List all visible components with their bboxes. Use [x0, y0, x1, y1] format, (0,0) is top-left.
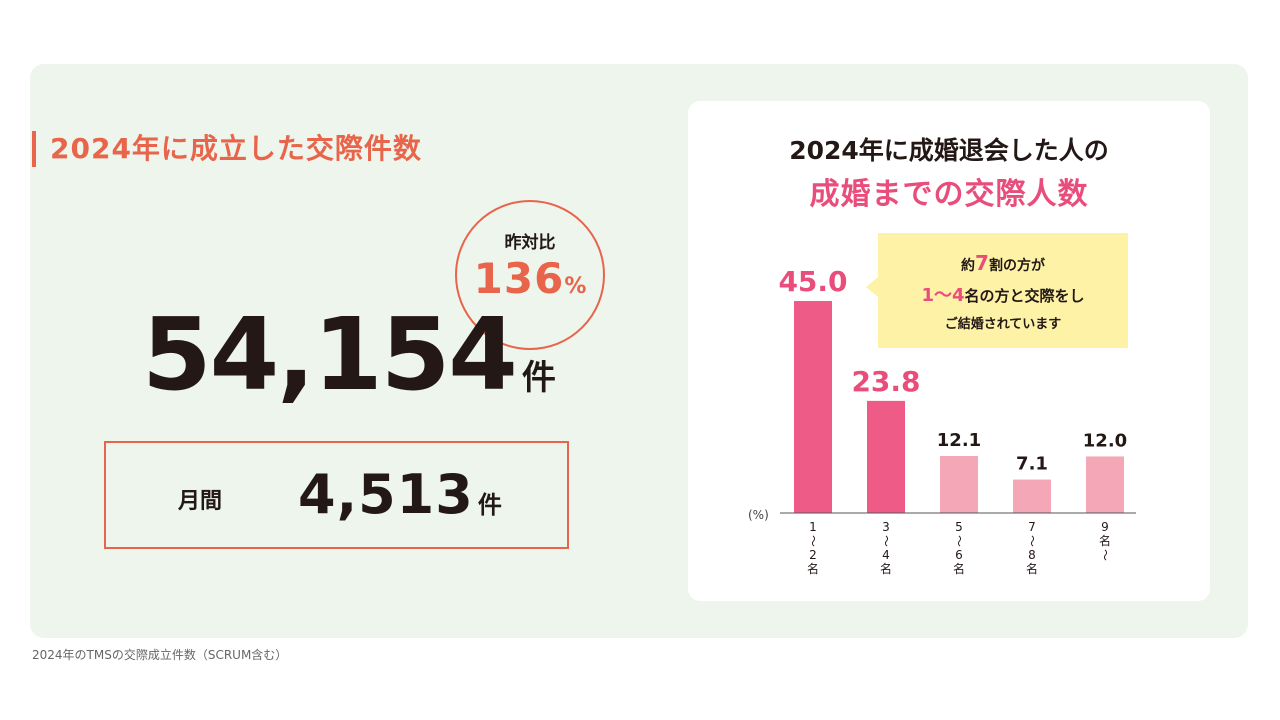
category-label-5-char-1: 9 — [1101, 520, 1109, 534]
yoy-ratio-unit: % — [564, 274, 587, 299]
chart-card: 2024年に成婚退会した人の 成婚までの交際人数 45.0 1 〜 2 名 23.8 3 〜 4… — [688, 101, 1210, 601]
category-label-4-char-2: 〜 — [1025, 535, 1039, 547]
callout-line1-post: 割の方が — [988, 258, 1045, 274]
category-label-2-char-2: 〜 — [879, 535, 893, 547]
bar-4 — [1013, 479, 1051, 513]
callout-line1-pre: 約 — [961, 258, 976, 274]
category-label-2-char-1: 3 — [882, 520, 890, 534]
category-label-4-char-4: 名 — [1026, 561, 1038, 576]
yoy-ratio-number: 136 — [473, 254, 565, 303]
monthly-unit: 件 — [477, 491, 502, 519]
total-count: 54,154 件 — [142, 300, 556, 410]
callout-line1-highlight: 7 — [975, 251, 989, 275]
bar-1 — [794, 301, 832, 513]
chart-title-line2: 成婚までの交際人数 — [809, 177, 1089, 212]
yoy-ratio-label: 昨対比 — [504, 233, 556, 253]
bar-chart: 45.01〜2名23.83〜4名12.15〜6名7.17〜8名12.09名〜(%… — [748, 265, 1136, 576]
bar-value-label-5: 12.0 — [1083, 430, 1127, 451]
category-label-5-char-2: 名 — [1099, 533, 1111, 548]
bar-value-label-1: 45.0 — [778, 265, 847, 298]
total-count-unit: 件 — [521, 358, 556, 398]
page-title: 2024年に成立した交際件数 — [32, 131, 422, 167]
callout-line1: 約7割の方が — [878, 251, 1128, 275]
bar-5 — [1086, 456, 1124, 513]
category-label-1-char-1: 1 — [809, 520, 817, 534]
category-label-3-char-2: 〜 — [952, 535, 966, 547]
category-label-5-char-3: 〜 — [1098, 549, 1112, 561]
category-label-2-char-4: 名 — [880, 561, 892, 576]
category-label-3-char-4: 名 — [953, 561, 965, 576]
footnote: 2024年のTMSの交際成立件数（SCRUM含む） — [32, 648, 288, 662]
bar-2 — [867, 400, 905, 513]
callout-line2: 1〜4名の方と交際をし — [878, 281, 1128, 307]
callout-line2-highlight: 1〜4 — [921, 285, 965, 306]
monthly-number: 4,513 — [298, 463, 474, 526]
bar-3 — [940, 455, 978, 513]
category-label-2-char-3: 4 — [882, 548, 890, 562]
category-label-4-char-3: 8 — [1028, 548, 1036, 562]
chart-title-line1: 2024年に成婚退会した人の — [789, 136, 1109, 165]
monthly-box: 月間 4,513 件 — [104, 441, 569, 549]
callout-line2-post: 名の方と交際をし — [964, 287, 1085, 305]
category-label-3-char-1: 5 — [955, 520, 963, 534]
monthly-label: 月間 — [178, 489, 223, 514]
category-label-4-char-1: 7 — [1028, 520, 1036, 534]
yoy-ratio-badge: 昨対比 136% — [455, 200, 605, 350]
category-label-1-char-3: 2 — [809, 548, 817, 562]
total-count-number: 54,154 — [142, 296, 518, 413]
category-label-1-char-4: 名 — [807, 561, 819, 576]
bar-value-label-3: 12.1 — [937, 430, 981, 451]
bar-value-label-4: 7.1 — [1016, 454, 1048, 475]
category-label-3-char-3: 6 — [955, 548, 963, 562]
y-axis-unit-label: (%) — [748, 508, 769, 522]
callout-line3: ご結婚されています — [944, 317, 1062, 332]
category-label-1-char-2: 〜 — [806, 535, 820, 547]
bar-value-label-2: 23.8 — [851, 365, 920, 398]
callout-box: 約7割の方が 1〜4名の方と交際をし ご結婚されています — [866, 233, 1128, 348]
yoy-ratio-value: 136% — [457, 254, 603, 303]
monthly-value: 4,513 件 — [298, 463, 502, 526]
